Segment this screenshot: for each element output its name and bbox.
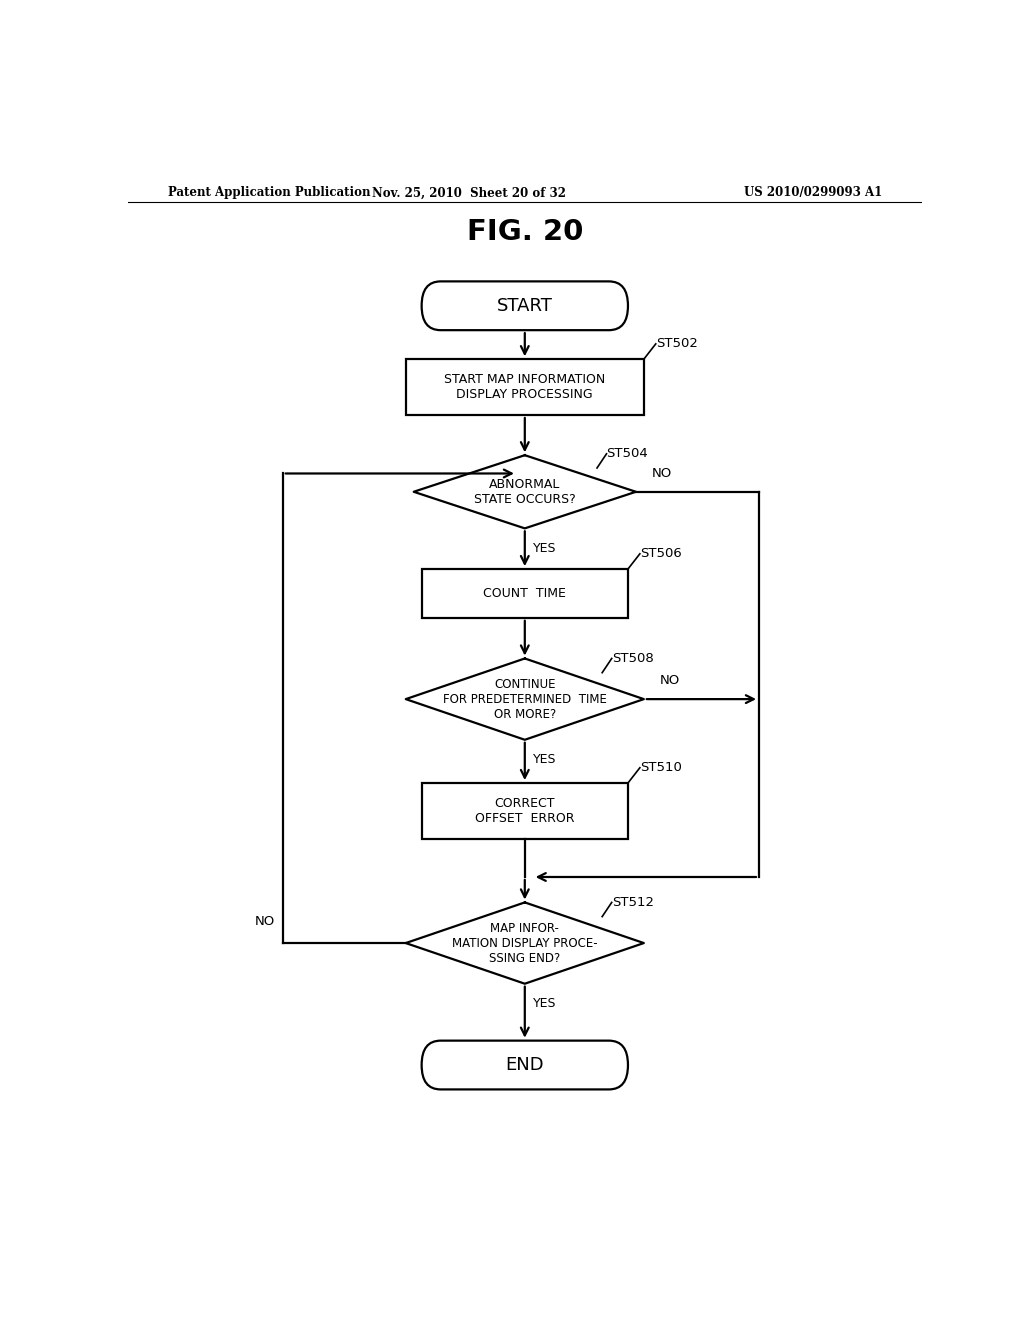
Text: YES: YES — [532, 541, 556, 554]
Text: START: START — [497, 297, 553, 314]
Text: ST508: ST508 — [611, 652, 653, 665]
Text: ST506: ST506 — [640, 548, 682, 560]
Text: ST502: ST502 — [655, 338, 697, 350]
Text: FIG. 20: FIG. 20 — [467, 218, 583, 246]
Text: NO: NO — [659, 675, 680, 686]
Bar — [422, 783, 628, 840]
Bar — [406, 359, 644, 414]
Text: NO: NO — [652, 466, 672, 479]
Text: US 2010/0299093 A1: US 2010/0299093 A1 — [743, 186, 882, 199]
Polygon shape — [406, 659, 644, 739]
Text: ST504: ST504 — [606, 447, 648, 461]
Text: NO: NO — [255, 915, 274, 928]
Text: YES: YES — [532, 997, 556, 1010]
Text: Patent Application Publication: Patent Application Publication — [168, 186, 371, 199]
Polygon shape — [406, 903, 644, 983]
FancyBboxPatch shape — [422, 1040, 628, 1089]
Bar — [422, 569, 628, 618]
Text: CORRECT
OFFSET  ERROR: CORRECT OFFSET ERROR — [475, 797, 574, 825]
Text: YES: YES — [532, 752, 556, 766]
Text: Nov. 25, 2010  Sheet 20 of 32: Nov. 25, 2010 Sheet 20 of 32 — [373, 186, 566, 199]
Text: ST510: ST510 — [640, 762, 682, 775]
Text: CONTINUE
FOR PREDETERMINED  TIME
OR MORE?: CONTINUE FOR PREDETERMINED TIME OR MORE? — [442, 677, 607, 721]
FancyBboxPatch shape — [422, 281, 628, 330]
Text: ST512: ST512 — [611, 896, 653, 909]
Text: START MAP INFORMATION
DISPLAY PROCESSING: START MAP INFORMATION DISPLAY PROCESSING — [444, 374, 605, 401]
Polygon shape — [414, 455, 636, 528]
Text: END: END — [506, 1056, 544, 1074]
Text: MAP INFOR-
MATION DISPLAY PROCE-
SSING END?: MAP INFOR- MATION DISPLAY PROCE- SSING E… — [452, 921, 598, 965]
Text: ABNORMAL
STATE OCCURS?: ABNORMAL STATE OCCURS? — [474, 478, 575, 506]
Text: COUNT  TIME: COUNT TIME — [483, 587, 566, 599]
